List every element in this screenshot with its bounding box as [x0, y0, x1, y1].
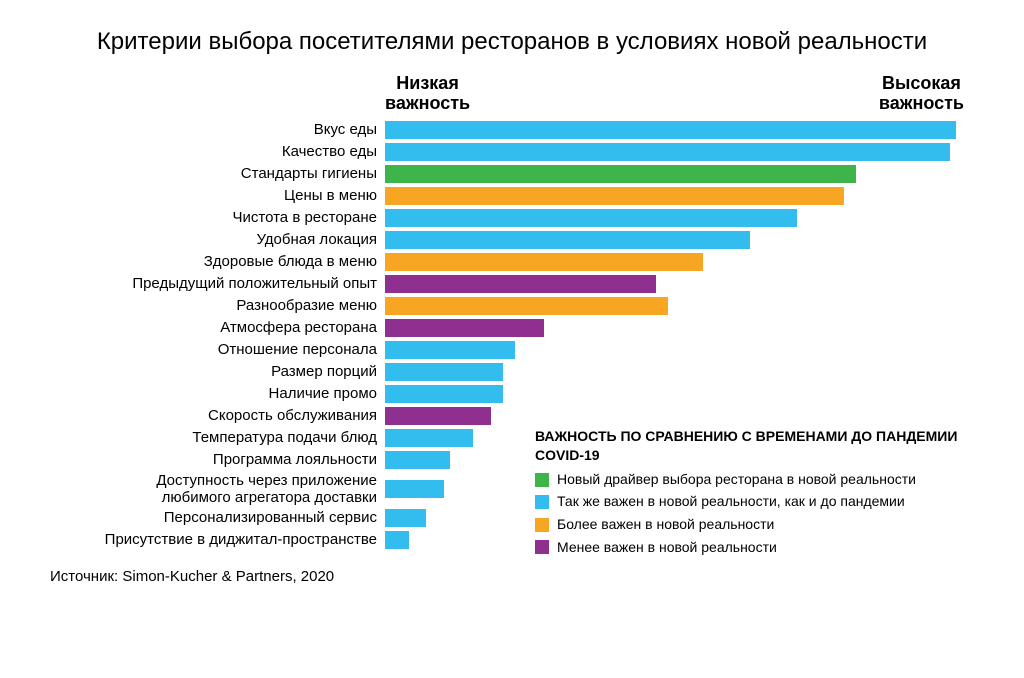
bar-row: Удобная локация	[50, 230, 974, 250]
bar	[385, 297, 668, 315]
bar-label: Предыдущий положительный опыт	[50, 275, 385, 292]
bar-row: Качество еды	[50, 142, 974, 162]
legend: ВАЖНОСТЬ ПО СРАВНЕНИЮ С ВРЕМЕНАМИ ДО ПАН…	[535, 427, 974, 561]
bar-label: Персонализированный сервис	[50, 509, 385, 526]
bar	[385, 451, 450, 469]
bar-label: Скорость обслуживания	[50, 407, 385, 424]
bar-label: Цены в меню	[50, 187, 385, 204]
axis-high-label: Высокая важность	[879, 74, 964, 114]
bar	[385, 121, 956, 139]
bar	[385, 319, 544, 337]
legend-item: Менее важен в новой реальности	[535, 538, 974, 558]
bar-row: Скорость обслуживания	[50, 406, 974, 426]
bar-label: Размер порций	[50, 363, 385, 380]
bar-label: Доступность через приложение любимого аг…	[50, 472, 385, 507]
bar-label: Чистота в ресторане	[50, 209, 385, 226]
legend-item: Более важен в новой реальности	[535, 515, 974, 535]
bar-label: Качество еды	[50, 143, 385, 160]
legend-text: Более важен в новой реальности	[557, 515, 774, 535]
legend-item: Так же важен в новой реальности, как и д…	[535, 492, 974, 512]
bar-chart: Вкус еды Качество еды Стандарты гигиены Цен…	[50, 120, 974, 551]
legend-text: Новый драйвер выбора ресторана в новой р…	[557, 470, 916, 490]
bar-row: Цены в меню	[50, 186, 974, 206]
bar-label: Здоровые блюда в меню	[50, 253, 385, 270]
bar-row: Здоровые блюда в меню	[50, 252, 974, 272]
legend-swatch	[535, 540, 549, 554]
bar	[385, 231, 750, 249]
bar-label: Программа лояльности	[50, 451, 385, 468]
bar-row: Вкус еды	[50, 120, 974, 140]
legend-item: Новый драйвер выбора ресторана в новой р…	[535, 470, 974, 490]
bar-label: Наличие промо	[50, 385, 385, 402]
axis-labels: Низкая важность Высокая важность	[50, 74, 974, 114]
legend-swatch	[535, 495, 549, 509]
legend-text: Менее важен в новой реальности	[557, 538, 777, 558]
bar	[385, 253, 703, 271]
bar-row: Отношение персонала	[50, 340, 974, 360]
bar-label: Стандарты гигиены	[50, 165, 385, 182]
bar	[385, 209, 797, 227]
legend-swatch	[535, 518, 549, 532]
chart-title: Критерии выбора посетителями ресторанов …	[50, 28, 974, 56]
bar	[385, 341, 515, 359]
source-text: Источник: Simon-Kucher & Partners, 2020	[50, 568, 974, 585]
bar-row: Чистота в ресторане	[50, 208, 974, 228]
bar-row: Атмосфера ресторана	[50, 318, 974, 338]
bar	[385, 187, 844, 205]
bar-row: Размер порций	[50, 362, 974, 382]
bar	[385, 480, 444, 498]
bar-row: Предыдущий положительный опыт	[50, 274, 974, 294]
bar-label: Разнообразие меню	[50, 297, 385, 314]
bar	[385, 385, 503, 403]
bar-label: Температура подачи блюд	[50, 429, 385, 446]
legend-title: ВАЖНОСТЬ ПО СРАВНЕНИЮ С ВРЕМЕНАМИ ДО ПАН…	[535, 427, 974, 466]
bar-label: Присутствие в диджитал-пространстве	[50, 531, 385, 548]
bar	[385, 531, 409, 549]
bar-label: Отношение персонала	[50, 341, 385, 358]
bar-label: Вкус еды	[50, 121, 385, 138]
legend-text: Так же важен в новой реальности, как и д…	[557, 492, 905, 512]
bar-label: Удобная локация	[50, 231, 385, 248]
bar	[385, 165, 856, 183]
bar-row: Стандарты гигиены	[50, 164, 974, 184]
bar-row: Наличие промо	[50, 384, 974, 404]
axis-low-label: Низкая важность	[385, 74, 470, 114]
bar	[385, 429, 473, 447]
bar-row: Разнообразие меню	[50, 296, 974, 316]
bar	[385, 509, 426, 527]
bar	[385, 407, 491, 425]
bar	[385, 275, 656, 293]
legend-swatch	[535, 473, 549, 487]
bar-label: Атмосфера ресторана	[50, 319, 385, 336]
bar	[385, 143, 950, 161]
bar	[385, 363, 503, 381]
